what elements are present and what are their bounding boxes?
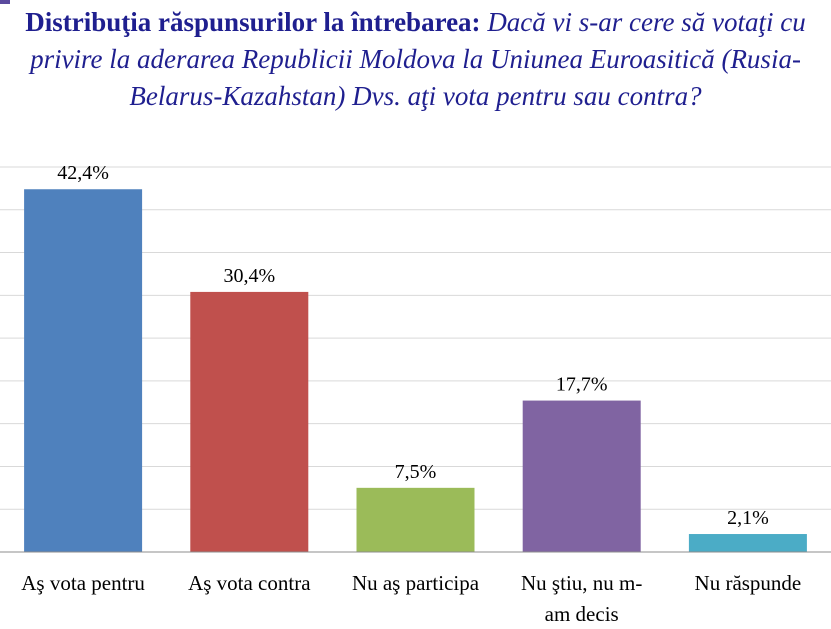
bar — [522, 400, 641, 552]
chart-title: Distribuţia răspunsurilor la întrebarea:… — [0, 4, 831, 115]
category-labels: Aş vota pentru Aş vota contra Nu aş partic… — [21, 571, 801, 626]
bar — [356, 487, 475, 552]
category-label: Nu ştiu, nu m- — [521, 571, 642, 595]
bar — [24, 189, 143, 552]
category-label: Aş vota contra — [188, 571, 311, 595]
value-labels: 42,4% 30,4% 7,5% 17,7% 2,1% — [57, 162, 768, 529]
title-bold: Distribuţia răspunsurilor la întrebarea: — [25, 7, 481, 37]
value-label: 17,7% — [556, 374, 608, 396]
category-label: Nu răspunde — [695, 571, 802, 595]
value-label: 2,1% — [727, 507, 769, 529]
bars — [24, 189, 807, 552]
title-italic: Dacă vi s-ar cere să votaţi cu privire l… — [30, 7, 806, 111]
corner-accent — [0, 0, 10, 4]
value-label: 30,4% — [223, 265, 275, 287]
bar — [688, 534, 807, 552]
value-label: 7,5% — [395, 461, 437, 483]
category-label: am decis — [545, 602, 619, 626]
category-label: Nu aş participa — [352, 571, 480, 595]
category-label: Aş vota pentru — [21, 571, 145, 595]
bar — [190, 291, 309, 552]
value-label: 42,4% — [57, 162, 109, 184]
